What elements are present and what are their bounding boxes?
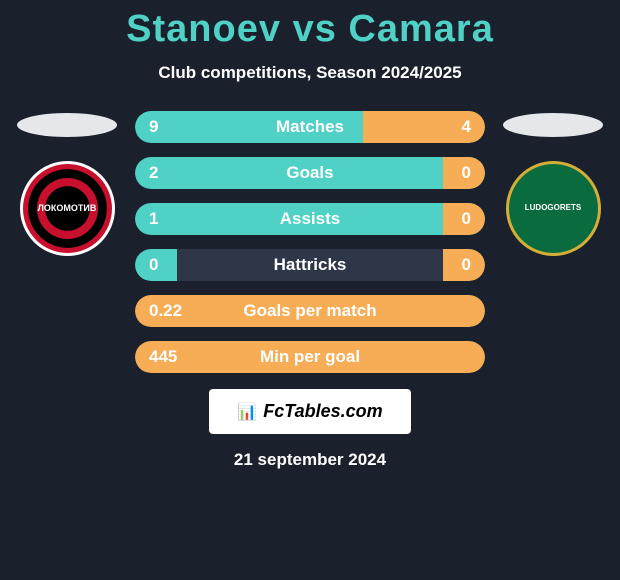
- stat-label: Goals: [135, 163, 485, 183]
- stat-label: Assists: [135, 209, 485, 229]
- footer: 📊 FcTables.com 21 september 2024: [0, 389, 620, 470]
- logo-right-text: LUDOGORETS: [525, 204, 581, 213]
- team-logo-left: ЛОКОМОТИВ: [20, 161, 115, 256]
- date-text: 21 september 2024: [234, 450, 386, 470]
- stat-row: 0Hattricks0: [135, 249, 485, 281]
- main-content: ЛОКОМОТИВ 9Matches42Goals01Assists00Hatt…: [0, 111, 620, 373]
- left-side: ЛОКОМОТИВ: [17, 111, 117, 256]
- stat-row: 0.22Goals per match: [135, 295, 485, 327]
- branding-badge: 📊 FcTables.com: [209, 389, 410, 434]
- player1-name: Stanoev: [126, 8, 281, 50]
- stat-label: Hattricks: [135, 255, 485, 275]
- stat-value-right: 0: [462, 163, 471, 183]
- stat-value-right: 0: [462, 255, 471, 275]
- right-side: LUDOGORETS: [503, 111, 603, 256]
- stat-row: 9Matches4: [135, 111, 485, 143]
- stats-container: 9Matches42Goals01Assists00Hattricks00.22…: [135, 111, 485, 373]
- vs-text: vs: [293, 8, 337, 50]
- comparison-title: Stanoev vs Camara: [0, 8, 620, 51]
- right-ellipse: [503, 113, 603, 137]
- player2-name: Camara: [348, 8, 493, 50]
- branding-text: FcTables.com: [263, 401, 382, 422]
- stat-label: Matches: [135, 117, 485, 137]
- stat-value-right: 4: [462, 117, 471, 137]
- stat-value-right: 0: [462, 209, 471, 229]
- stat-row: 445Min per goal: [135, 341, 485, 373]
- team-logo-right: LUDOGORETS: [506, 161, 601, 256]
- subtitle: Club competitions, Season 2024/2025: [0, 63, 620, 83]
- logo-left-text: ЛОКОМОТИВ: [38, 204, 97, 214]
- chart-icon: 📊: [237, 402, 257, 422]
- stat-row: 1Assists0: [135, 203, 485, 235]
- stat-label: Goals per match: [135, 301, 485, 321]
- left-ellipse: [17, 113, 117, 137]
- stat-row: 2Goals0: [135, 157, 485, 189]
- stat-label: Min per goal: [135, 347, 485, 367]
